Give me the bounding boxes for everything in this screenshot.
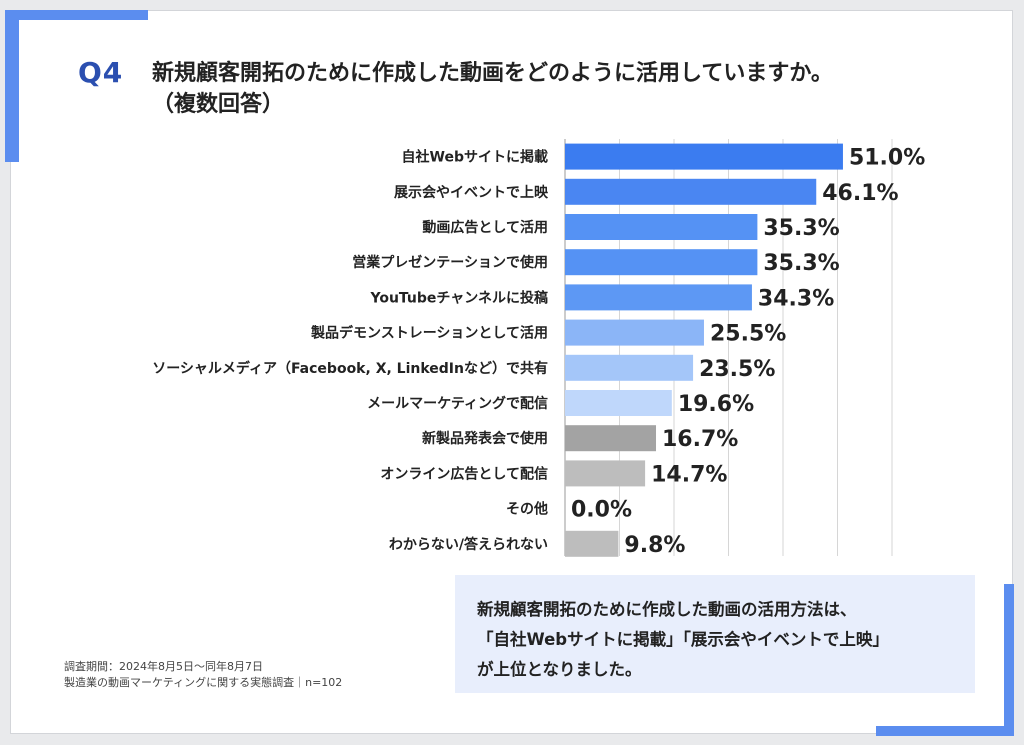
category-label: 自社Webサイトに掲載 [402, 149, 548, 166]
question-title: 新規顧客開拓のために作成した動画をどのように活用していますか。 （複数回答） [152, 58, 952, 120]
summary-line2: 「自社Webサイトに掲載」「展示会やイベントで上映」 [477, 630, 889, 649]
bar [565, 425, 657, 452]
survey-period: 調査期間：2024年8月5日～同年8月7日 [64, 660, 263, 673]
question-title-line1: 新規顧客開拓のために作成した動画をどのように活用していますか。 [152, 61, 833, 86]
bar [565, 460, 646, 487]
corner-accent-bottom-right [876, 726, 1014, 736]
value-label: 34.3% [758, 286, 834, 311]
value-label: 35.3% [763, 216, 839, 241]
bar [565, 178, 817, 205]
category-label: 製品デモンストレーションとして活用 [310, 325, 548, 342]
value-label: 46.1% [822, 181, 898, 206]
bar [565, 249, 758, 276]
value-label: 14.7% [651, 462, 727, 487]
summary-line1: 新規顧客開拓のために作成した動画の活用方法は、 [477, 600, 857, 619]
category-label: 新製品発表会で使用 [422, 430, 548, 447]
value-label: 35.3% [763, 251, 839, 276]
category-label: 営業プレゼンテーションで使用 [352, 254, 548, 271]
summary-line3: が上位となりました。 [477, 660, 642, 679]
corner-accent-top-left [5, 10, 148, 20]
question-number: Q4 [78, 56, 124, 89]
corner-accent-left [5, 10, 19, 162]
bar [565, 319, 704, 346]
category-label: オンライン広告として配信 [380, 465, 548, 482]
bar [565, 390, 672, 416]
value-label: 23.5% [699, 357, 775, 382]
survey-source: 製造業の動画マーケティングに関する実態調査｜n=102 [64, 676, 343, 689]
bar [565, 530, 619, 557]
category-label: メールマーケティングで配信 [367, 395, 548, 412]
category-label: ソーシャルメディア（Facebook, X, LinkedInなど）で共有 [152, 360, 548, 377]
category-label: わからない/答えられない [389, 536, 548, 553]
bar [565, 354, 694, 381]
bar [565, 284, 752, 311]
category-label: YouTubeチャンネルに投稿 [369, 289, 548, 306]
category-label: 展示会やイベントで上映 [394, 184, 549, 201]
question-title-line2: （複数回答） [152, 92, 285, 117]
bar [565, 214, 758, 240]
bar [565, 143, 843, 170]
summary-note: 新規顧客開拓のために作成した動画の活用方法は、 「自社Webサイトに掲載」「展示… [455, 575, 975, 693]
value-label: 51.0% [849, 146, 925, 171]
value-label: 0.0% [571, 498, 632, 523]
value-label: 25.5% [710, 322, 786, 347]
corner-accent-right [1004, 584, 1014, 736]
category-label: 動画広告として活用 [422, 219, 548, 236]
category-label: その他 [506, 501, 548, 518]
survey-footer: 調査期間：2024年8月5日～同年8月7日 製造業の動画マーケティングに関する実… [64, 659, 342, 691]
value-label: 16.7% [662, 427, 738, 452]
value-label: 9.8% [624, 533, 685, 558]
value-label: 19.6% [678, 392, 754, 417]
